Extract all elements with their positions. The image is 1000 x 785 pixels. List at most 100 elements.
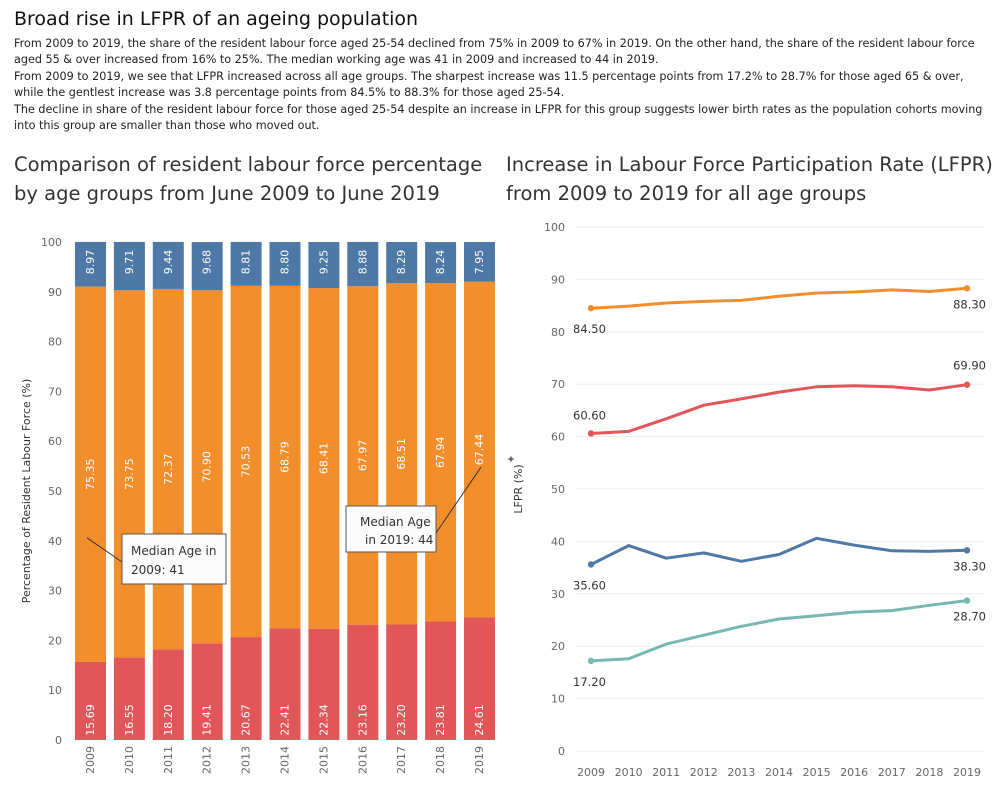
bar-value-label: 68.41 [317, 443, 330, 475]
x-tick-label: 2009 [577, 766, 605, 779]
bar-segment [386, 283, 418, 625]
bar-value-label: 22.34 [317, 704, 330, 736]
bar-segment [230, 285, 262, 638]
annotation-text: Median Age [360, 515, 431, 529]
bar-segment [347, 286, 379, 625]
y-tick-label: 90 [48, 286, 62, 299]
annotation-box [121, 533, 227, 585]
bar-segment [152, 241, 184, 289]
bar-value-label: 16.55 [123, 704, 136, 736]
annotation-text: 2009: 41 [131, 563, 185, 577]
bar-value-label: 9.44 [162, 250, 175, 275]
bar-segment [464, 617, 495, 740]
x-tick-label: 2014 [279, 746, 292, 774]
x-tick-label: 2010 [615, 766, 643, 779]
bar-segment [191, 242, 223, 291]
bar-segment [386, 624, 418, 740]
series-line [589, 599, 969, 663]
series-end-point [963, 597, 971, 604]
bar-segment [75, 286, 106, 662]
x-tick-label: 2015 [317, 746, 330, 774]
y-tick-label: 90 [551, 273, 565, 286]
x-tick-label: 2017 [878, 766, 906, 779]
annotation-box [345, 505, 437, 553]
series-line [589, 286, 969, 310]
series-start-point [587, 430, 595, 437]
bar-value-label: 68.79 [279, 441, 292, 473]
series-end-label: 69.90 [953, 359, 986, 373]
series-start-point [587, 657, 595, 665]
y-tick-label: 40 [551, 535, 565, 548]
bar-value-label: 22.41 [279, 704, 292, 736]
series-start-label: 17.20 [573, 675, 606, 689]
bar-value-label: 8.80 [279, 250, 292, 275]
y-tick-label: 70 [551, 378, 565, 391]
bar-segment [113, 290, 145, 658]
description-paragraph: From 2009 to 2019, the share of the resi… [14, 37, 975, 67]
bar-segment [347, 624, 379, 740]
x-tick-label: 2013 [727, 766, 755, 779]
bar-value-label: 67.97 [356, 440, 369, 472]
series-end-point [963, 381, 971, 388]
x-tick-label: 2011 [162, 746, 175, 774]
x-tick-label: 2012 [201, 746, 214, 774]
bar-value-label: 73.75 [123, 458, 136, 490]
series-end-point [963, 547, 971, 554]
x-tick-label: 2010 [123, 746, 136, 774]
y-axis-title: LFPR (%) [512, 464, 525, 513]
y-tick-label: 30 [551, 588, 565, 601]
bar-segment [425, 242, 457, 284]
x-tick-label: 2017 [395, 746, 408, 774]
series-end-point [963, 285, 971, 292]
annotation-text: in 2019: 44 [365, 533, 433, 547]
bar-segment [464, 281, 495, 618]
y-tick-label: 20 [48, 634, 62, 647]
series-start-point [587, 305, 595, 312]
y-tick-label: 60 [48, 435, 62, 448]
y-tick-label: 100 [544, 221, 565, 234]
x-tick-label: 2019 [473, 746, 486, 774]
y-axis-title: Percentage of Resident Labour Force (%) [20, 379, 33, 604]
x-tick-label: 2012 [690, 766, 718, 779]
bar-value-label: 20.67 [240, 704, 253, 736]
series-start-label: 35.60 [573, 578, 606, 592]
bar-segment [230, 241, 262, 286]
pin-icon: ✦ [505, 454, 518, 463]
bar-chart-title: Comparison of resident labour force perc… [14, 153, 483, 205]
series-line [589, 383, 969, 435]
x-tick-label: 2018 [915, 766, 943, 779]
bar-value-label: 9.71 [123, 250, 136, 275]
bar-segment [425, 621, 457, 740]
bar-value-label: 8.97 [84, 250, 97, 275]
series-start-point [587, 561, 595, 568]
bar-segment [113, 241, 145, 291]
y-tick-label: 70 [48, 385, 62, 398]
bar-segment [269, 285, 301, 629]
y-tick-label: 50 [48, 485, 62, 498]
bar-value-label: 8.88 [356, 250, 369, 275]
y-tick-label: 80 [48, 336, 62, 349]
y-tick-label: 30 [48, 585, 62, 598]
bar-value-label: 15.69 [84, 704, 97, 736]
bar-segment [191, 643, 223, 740]
description-paragraph: The decline in share of the resident lab… [14, 102, 983, 133]
description: From 2009 to 2019, the share of the resi… [14, 36, 989, 134]
bar-segment [269, 628, 301, 740]
bar-value-label: 23.16 [356, 704, 369, 736]
x-tick-label: 2019 [953, 766, 981, 779]
bar-value-label: 8.29 [395, 250, 408, 275]
bar-value-label: 23.20 [395, 704, 408, 736]
series-end-label: 88.30 [953, 297, 986, 311]
x-tick-label: 2015 [803, 766, 831, 779]
bar-segment [464, 242, 495, 282]
bar-segment [425, 283, 457, 622]
x-tick-label: 2009 [84, 746, 97, 774]
x-tick-label: 2016 [840, 766, 868, 779]
page-title: Broad rise in LFPR of an ageing populati… [14, 8, 419, 30]
x-tick-label: 2013 [240, 746, 253, 774]
x-tick-label: 2018 [434, 746, 447, 774]
y-tick-label: 80 [551, 326, 565, 339]
series-end-label: 28.70 [953, 610, 986, 624]
bar-segment [113, 657, 145, 740]
